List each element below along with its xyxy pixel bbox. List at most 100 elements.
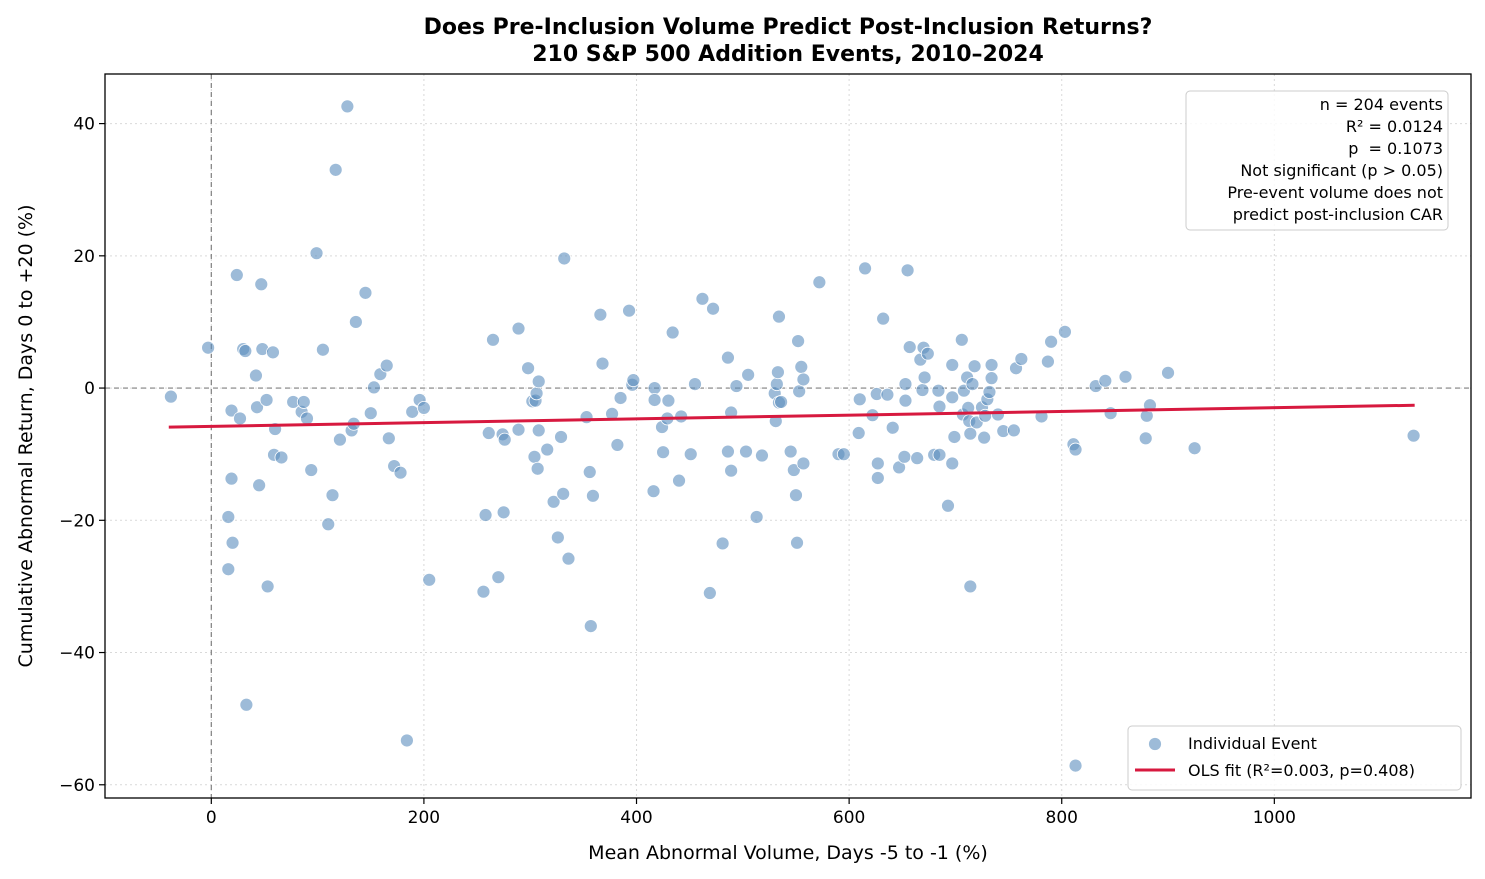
- data-point: [476, 584, 491, 599]
- stats-line: Pre-event volume does not: [1227, 183, 1443, 202]
- data-point: [702, 586, 717, 600]
- data-point: [876, 311, 891, 326]
- y-tick-label: 20: [73, 247, 95, 267]
- x-tick-label: 800: [1046, 808, 1078, 828]
- data-point: [706, 301, 720, 316]
- data-point: [947, 430, 962, 444]
- data-point: [233, 411, 247, 426]
- data-point: [791, 334, 805, 349]
- data-point: [915, 383, 930, 397]
- data-point: [695, 291, 710, 306]
- chart-title-line-1: Does Pre-Inclusion Volume Predict Post-I…: [424, 15, 1153, 40]
- x-axis-label: Mean Abnormal Volume, Days -5 to -1 (%): [588, 842, 988, 864]
- stats-line: n = 204 events: [1320, 95, 1443, 114]
- y-tick-label: 0: [84, 379, 95, 399]
- data-point: [224, 471, 239, 486]
- legend-entry-fit: OLS fit (R²=0.003, p=0.408): [1188, 761, 1415, 780]
- data-point: [348, 315, 363, 329]
- data-point: [880, 387, 895, 402]
- data-point: [325, 488, 340, 503]
- data-point: [963, 426, 978, 441]
- data-point: [546, 494, 561, 509]
- data-point: [579, 410, 594, 425]
- data-point: [221, 510, 236, 524]
- data-point: [296, 395, 311, 409]
- data-point: [724, 463, 739, 478]
- data-point: [405, 404, 420, 419]
- data-point: [945, 358, 960, 372]
- data-point: [274, 450, 289, 465]
- data-point: [586, 488, 600, 503]
- data-point: [920, 346, 935, 361]
- data-point: [1006, 423, 1021, 438]
- data-point: [626, 373, 641, 388]
- data-point: [721, 350, 735, 365]
- data-point: [982, 385, 997, 399]
- data-point: [481, 426, 496, 440]
- data-point: [496, 505, 511, 520]
- plot-frame: [104, 73, 1472, 799]
- data-point: [486, 332, 500, 347]
- data-point: [984, 371, 999, 386]
- data-point: [1041, 354, 1055, 369]
- data-point: [771, 365, 785, 380]
- data-point: [900, 263, 915, 278]
- data-point: [786, 463, 801, 477]
- ols-fit-line: [168, 403, 1415, 429]
- data-point: [794, 360, 809, 374]
- data-point: [665, 325, 680, 340]
- data-point: [316, 342, 330, 357]
- data-point: [613, 391, 628, 405]
- y-ticks: −60 −40 −20 0 20 40: [59, 115, 105, 796]
- data-point: [683, 447, 698, 462]
- data-point: [309, 246, 324, 261]
- data-point: [898, 377, 913, 391]
- data-point: [491, 570, 506, 585]
- data-point: [610, 438, 625, 452]
- data-point: [769, 377, 784, 391]
- data-point: [789, 488, 803, 503]
- data-point: [812, 275, 827, 290]
- data-point: [554, 430, 568, 444]
- x-tick-label: 1000: [1253, 808, 1296, 828]
- data-point: [521, 361, 535, 376]
- data-point: [783, 444, 798, 459]
- data-point: [238, 344, 253, 358]
- data-point: [647, 393, 662, 407]
- data-point: [965, 377, 980, 391]
- x-ticks: 0 200 400 600 800 1000: [206, 798, 1296, 828]
- data-point: [1406, 428, 1421, 443]
- data-point: [772, 309, 786, 324]
- data-point: [250, 400, 264, 415]
- data-point: [836, 447, 851, 462]
- y-tick-label: −60: [59, 776, 95, 796]
- data-point: [582, 465, 597, 479]
- data-point: [557, 251, 572, 266]
- data-point: [858, 261, 872, 276]
- data-point: [249, 368, 263, 383]
- data-point: [931, 383, 946, 398]
- data-point: [646, 484, 661, 499]
- stats-line: R² = 0.0124: [1346, 117, 1443, 136]
- data-point: [967, 359, 982, 374]
- data-point: [984, 358, 999, 372]
- data-point: [749, 510, 764, 524]
- data-point: [321, 517, 336, 532]
- data-point: [422, 572, 437, 587]
- data-point: [164, 389, 178, 404]
- data-point: [550, 530, 565, 545]
- data-point: [852, 392, 867, 407]
- data-point: [1068, 758, 1083, 773]
- data-point: [661, 393, 676, 408]
- data-point: [739, 444, 753, 459]
- y-tick-label: −20: [59, 511, 95, 531]
- data-point: [1098, 373, 1113, 388]
- data-point: [225, 535, 240, 550]
- data-point: [729, 379, 744, 393]
- data-point: [991, 407, 1005, 422]
- data-point: [902, 340, 917, 354]
- data-point: [511, 321, 526, 336]
- data-point: [741, 367, 756, 382]
- data-point: [1068, 442, 1083, 457]
